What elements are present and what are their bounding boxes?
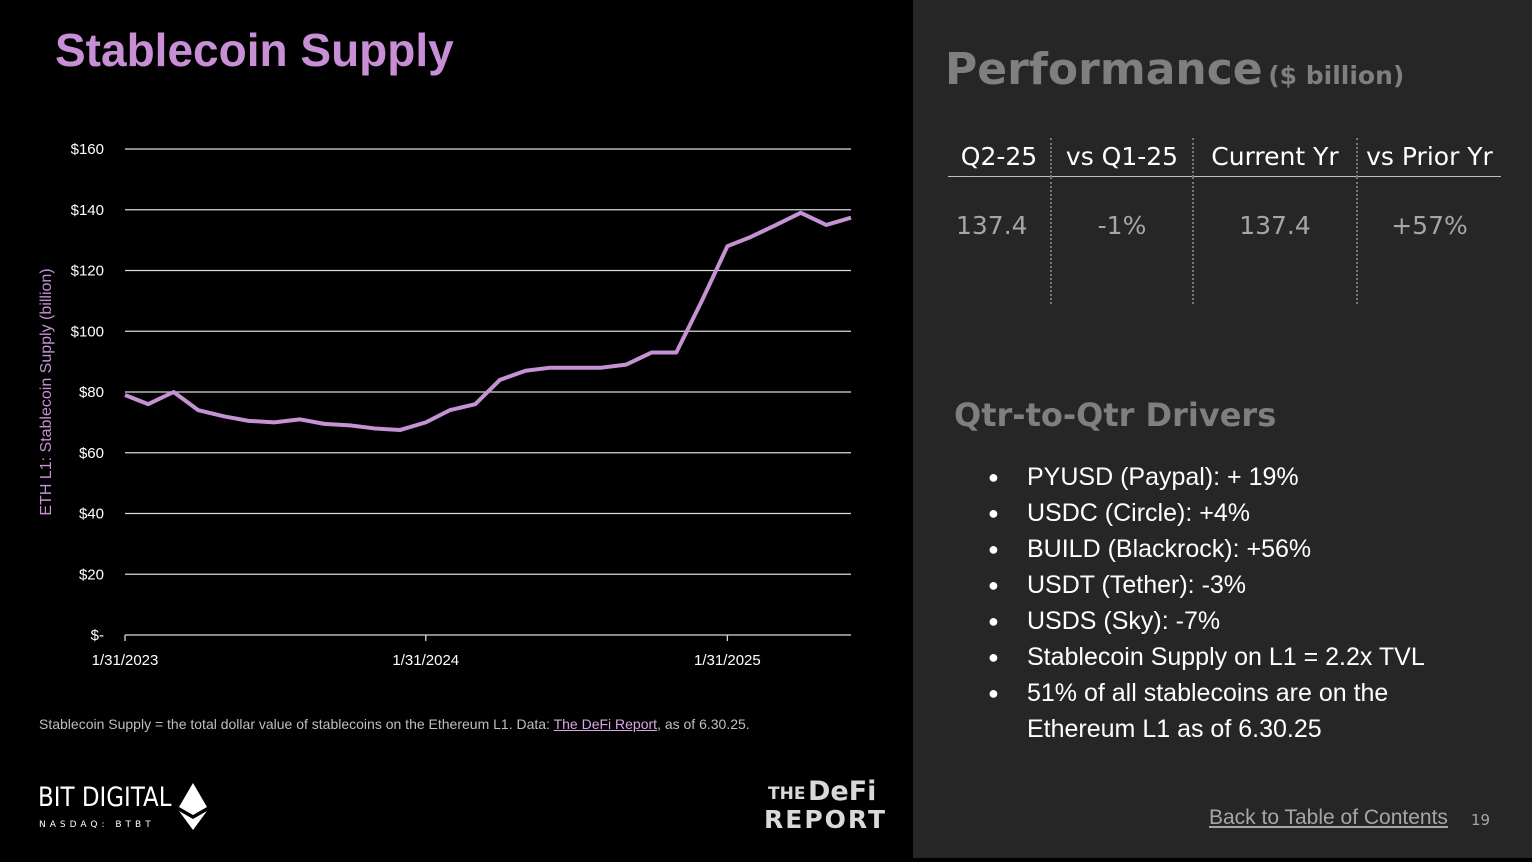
drivers-title: Qtr-to-Qtr Drivers [954,396,1277,434]
header-cell: vs Q1-25 [1051,138,1194,176]
chart-title: Stablecoin Supply [55,24,454,76]
y-tick-label: $140 [71,202,104,219]
x-tick-label: 1/31/2025 [694,652,761,669]
y-tick-label: $80 [79,384,104,401]
footnote-text: Stablecoin Supply = the total dollar val… [39,716,554,732]
y-tick-label: $60 [79,445,104,462]
performance-title: Performance [945,44,1263,95]
report-logo-top: THE [768,784,806,804]
ticker: NASDAQ: BTBT [39,820,155,830]
value-row: 137.4 -1% 137.4 +57% [948,176,1501,304]
header-cell: Q2-25 [948,138,1052,176]
company-logo: BIT DIGITAL [38,782,172,813]
performance-heading: Performance ($ billion) [945,44,1404,95]
performance-table: Q2-25 vs Q1-25 Current Yr vs Prior Yr 13… [948,138,1501,304]
footnote-link[interactable]: The DeFi Report [553,716,658,732]
value-cell: 137.4 [948,176,1052,304]
x-tick-label: 1/31/2023 [92,652,159,669]
plot-area: $- $20 $40 $60 $80 $100 $120 $140 $160 1/31/2023 1… [71,141,852,669]
drivers-list: PYUSD (Paypal): + 19%USDC (Circle): +4%B… [955,459,1455,747]
data-line [124,210,852,432]
eth-logo [179,783,207,830]
y-tick-label: $40 [79,506,104,523]
driver-item: PYUSD (Paypal): + 19% [955,459,1455,495]
y-tick-label: $- [91,627,104,644]
header-cell: Current Yr [1193,138,1358,176]
y-tick-label: $100 [71,323,104,340]
y-tick-label: $120 [71,263,104,280]
driver-item: USDT (Tether): -3% [955,567,1455,603]
value-cell: -1% [1051,176,1194,304]
report-logo-brand: DeFi [808,776,877,807]
footnote: Stablecoin Supply = the total dollar val… [39,716,750,732]
driver-item: USDC (Circle): +4% [955,495,1455,531]
side-panel: Performance ($ billion) Q2-25 vs Q1-25 C… [913,0,1532,858]
value-cell: 137.4 [1193,176,1358,304]
report-logo-bottom: REPORT [764,805,888,834]
chart: Stablecoin Supply ETH L1: Stablecoin Sup… [38,24,852,830]
y-tick-label: $20 [79,566,104,583]
driver-item: 51% of all stablecoins are on the Ethere… [955,675,1455,747]
header-row: Q2-25 vs Q1-25 Current Yr vs Prior Yr [948,138,1501,176]
header-cell: vs Prior Yr [1366,142,1493,172]
toc-link[interactable]: Back to Table of Contents [1209,806,1448,829]
page-number: 19 [1471,811,1491,829]
driver-item: USDS (Sky): -7% [955,603,1455,639]
driver-item: Stablecoin Supply on L1 = 2.2x TVL [955,639,1455,675]
performance-unit: ($ billion) [1268,61,1405,90]
footnote-tail: , as of 6.30.25. [657,716,750,732]
y-axis-label: ETH L1: Stablecoin Supply (billion) [38,268,55,515]
x-tick-label: 1/31/2024 [392,652,459,669]
value-cell: +57% [1391,210,1468,240]
driver-item: BUILD (Blackrock): +56% [955,531,1455,567]
y-tick-label: $160 [71,141,104,158]
